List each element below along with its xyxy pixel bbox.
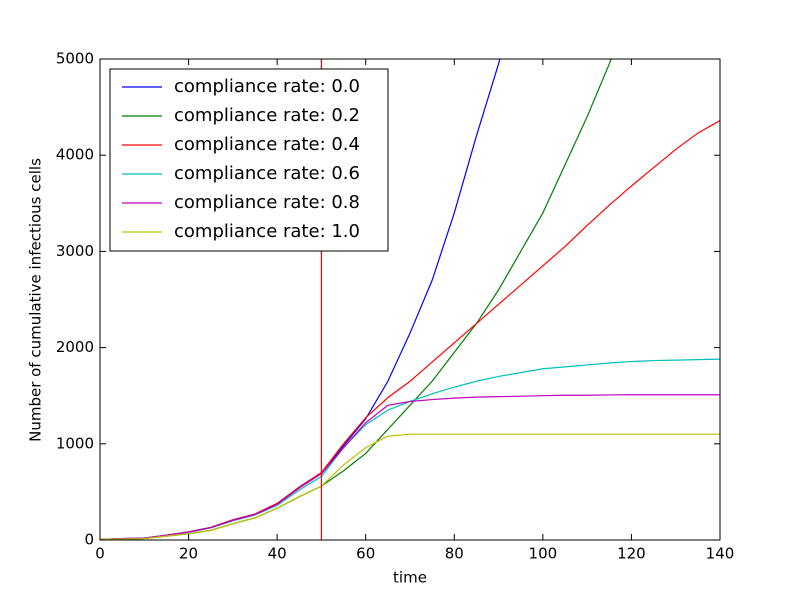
legend-label: compliance rate: 0.0 (174, 76, 360, 97)
legend-label: compliance rate: 0.6 (174, 163, 360, 184)
x-tick-label: 120 (617, 545, 646, 563)
x-tick-label: 40 (268, 545, 287, 563)
x-tick-label: 0 (95, 545, 105, 563)
x-tick-label: 60 (356, 545, 375, 563)
y-tick-label: 2000 (56, 338, 94, 356)
series-line (100, 394, 720, 540)
y-axis-label: Number of cumulative infectious cells (27, 158, 45, 442)
x-tick-label: 100 (529, 545, 558, 563)
plot-lines (100, 59, 720, 540)
y-tick-label: 0 (84, 531, 94, 549)
x-tick-label: 80 (445, 545, 464, 563)
legend-label: compliance rate: 0.2 (174, 105, 360, 126)
plot-frame (99, 58, 721, 541)
series-line (100, 433, 720, 540)
x-axis-label: time (393, 569, 427, 587)
x-tick-label: 140 (706, 545, 735, 563)
legend-box (109, 68, 389, 252)
y-tick-label: 4000 (56, 146, 94, 164)
legend-label: compliance rate: 0.8 (174, 192, 360, 213)
y-tick-label: 5000 (56, 50, 94, 68)
legend-label: compliance rate: 1.0 (174, 221, 360, 242)
x-tick-label: 20 (179, 545, 198, 563)
y-tick-label: 1000 (56, 434, 94, 452)
y-tick-label: 3000 (56, 242, 94, 260)
legend-label: compliance rate: 0.4 (174, 134, 360, 155)
